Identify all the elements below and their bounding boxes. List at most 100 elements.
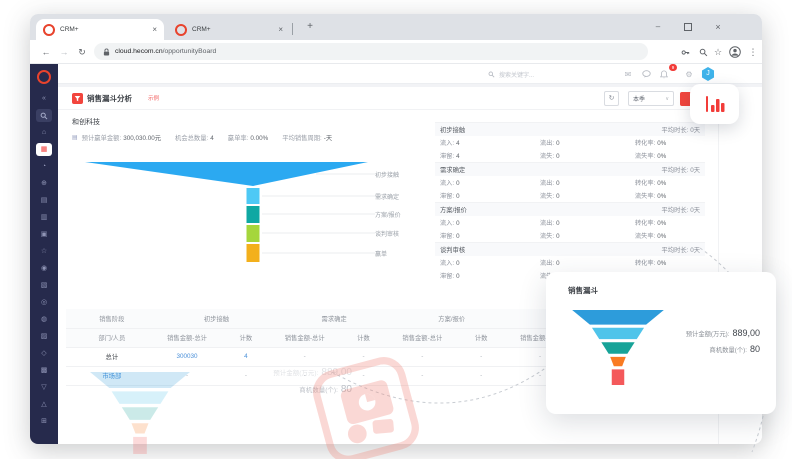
sidebar-item-layers[interactable]: ▨ <box>36 330 52 343</box>
home-icon: ⌂ <box>41 129 47 136</box>
row-name-link[interactable]: 市场部 <box>66 366 158 386</box>
funnel-stage-label: 需求确定 <box>375 195 400 201</box>
period-select[interactable]: 本季 ∨ <box>628 91 674 106</box>
metric-value: 889,00 <box>732 328 760 338</box>
sidebar-item-reports[interactable]: ▣ <box>36 228 52 241</box>
page-title: 销售漏斗分析 <box>87 94 132 103</box>
sidebar-item-calendar[interactable]: ▤ <box>36 194 52 207</box>
sidebar-item-contacts[interactable]: ◍ <box>36 313 52 326</box>
table-corner-bottom: 部门/人员 <box>66 328 158 348</box>
tab-close-icon[interactable]: × <box>152 24 157 34</box>
funnel-report-icon <box>72 93 83 104</box>
list-icon: ▤ <box>72 135 78 141</box>
sidebar-item-analytics[interactable]: ▧ <box>36 279 52 292</box>
password-key-icon[interactable] <box>678 40 692 64</box>
sidebar-item-global[interactable]: ⊕ <box>36 177 52 190</box>
bell-icon[interactable] <box>657 67 671 81</box>
forward-icon[interactable]: → <box>59 47 69 57</box>
new-tab-button[interactable]: + <box>307 21 313 32</box>
gear-icon[interactable]: ⚙ <box>685 69 693 79</box>
stat-flow_out: 流出: 0 <box>540 220 560 227</box>
sidebar-item-add[interactable]: ⊞ <box>36 415 52 428</box>
stat-conversion: 转化率: 0% <box>635 140 667 147</box>
sidebar-item-favorites[interactable]: ☆ <box>36 245 52 258</box>
sidebar-item-opportunity-board[interactable]: ▦ <box>36 143 52 156</box>
cell-empty: - <box>275 366 335 386</box>
sidebar-item-funnel[interactable]: ▽ <box>36 381 52 394</box>
card-metrics: 预计金额(万元): 889,00 商机数量(个): 80 <box>664 324 760 356</box>
table-subheader-amount: 销售金额-总计 <box>275 328 335 348</box>
global-icon: ⊕ <box>41 180 47 187</box>
tab-crm-inactive[interactable]: CRM+ × <box>168 19 290 40</box>
sidebar-item-search[interactable] <box>36 109 52 122</box>
sidebar-item-recent[interactable]: ◔ <box>36 160 52 173</box>
cell-value-link[interactable]: 300030 <box>157 347 217 367</box>
bar-chart-icon <box>705 96 724 112</box>
stat-stranded: 滞留: 0 <box>440 233 460 240</box>
window-close-button[interactable]: × <box>715 22 721 32</box>
stage-stats-row: 流入: 0 流出: 0 转化率: 0% <box>435 216 705 229</box>
sidebar-item-collapse[interactable]: « <box>36 92 52 105</box>
back-icon[interactable]: ← <box>41 47 51 57</box>
sidebar-item-targets[interactable]: ◉ <box>36 262 52 275</box>
sidebar-item-home[interactable]: ⌂ <box>36 126 52 139</box>
reload-icon[interactable]: ↻ <box>78 47 86 57</box>
products-icon: ◇ <box>41 350 47 357</box>
stage-duration: 平均时长: 0天 <box>661 127 701 134</box>
metric-label: 预计金额(万元): <box>685 331 730 338</box>
sidebar-item-records[interactable]: ◎ <box>36 296 52 309</box>
stat-stranded: 滞留: 4 <box>440 153 460 160</box>
stage-stats-row: 滞留: 4 流失: 0 流失率: 0% <box>435 149 705 162</box>
user-avatar[interactable]: J <box>701 67 715 81</box>
refresh-button[interactable]: ↻ <box>604 91 619 106</box>
summary-bar: ▤ 预计赢单金额: 300,030.00元 机会总数量: 4 赢单率: 0.00% 平均销售… <box>72 133 346 142</box>
profile-icon[interactable] <box>728 40 742 64</box>
row-name: 总计 <box>66 347 158 367</box>
documents-icon: ▥ <box>40 214 48 221</box>
stat-lost: 流失:0 <box>540 193 560 200</box>
search-icon <box>488 71 495 77</box>
menu-dots-icon[interactable]: ⋮ <box>748 46 758 57</box>
url-bar[interactable]: cloud.hecom.cn/opportunityBoard <box>94 43 648 60</box>
add-icon: ⊞ <box>41 418 47 425</box>
search-input[interactable]: 搜索关键字... <box>488 68 534 80</box>
crm-favicon-icon <box>175 23 187 36</box>
url-path: /opportunityBoard <box>162 48 217 55</box>
stage-stats-row: 滞留:0 流失:0 流失率:0% <box>435 189 705 202</box>
tab-close-icon[interactable]: × <box>278 24 283 34</box>
sidebar-item-growth[interactable]: △ <box>36 398 52 411</box>
records-icon: ◎ <box>40 299 48 306</box>
stage-name: 方案/报价 <box>440 207 467 214</box>
stat-flow_in: 流入: 0 <box>440 220 460 227</box>
stage-stats-row: 流入: 4 流出: 0 转化率: 0% <box>435 136 705 149</box>
stat-loss_rate: 流失率:0% <box>635 193 667 200</box>
search-icon[interactable] <box>696 40 710 64</box>
cell-empty: - <box>334 366 393 386</box>
divider <box>58 84 762 87</box>
table-stage-group: 初步接触 <box>157 309 276 329</box>
bookmark-star-icon[interactable]: ☆ <box>713 46 723 57</box>
sidebar-item-products[interactable]: ◇ <box>36 347 52 360</box>
inbox-icon[interactable]: ✉ <box>624 69 632 79</box>
title-badge: 示例 <box>148 96 160 102</box>
stat-conversion: 转化率: 0% <box>635 260 667 267</box>
summary-item: 赢单率: 0.00% <box>227 135 269 142</box>
minimize-button[interactable]: – <box>655 22 661 31</box>
search-placeholder: 搜索关键字... <box>499 72 535 79</box>
company-name: 和创科技 <box>72 119 100 126</box>
cell-value-link[interactable]: 4 <box>216 347 276 367</box>
metric-value: 80 <box>749 344 760 354</box>
stage-stats-header: 方案/报价 平均时长: 0天 <box>435 202 705 216</box>
sidebar-item-grid[interactable]: ▩ <box>36 364 52 377</box>
sales-funnel-card: 销售漏斗 预计金额(万元): 889,00 商机数量(个): 80 <box>546 272 776 414</box>
stat-flow_out: 流出: 0 <box>540 140 560 147</box>
cell-empty: - <box>157 366 217 386</box>
sidebar-item-documents[interactable]: ▥ <box>36 211 52 224</box>
chat-icon[interactable] <box>639 67 653 81</box>
collapse-icon: « <box>42 95 46 102</box>
tab-crm-active[interactable]: CRM+ × <box>36 19 164 40</box>
maximize-button[interactable] <box>676 14 700 40</box>
stage-duration: 平均时长: 0天 <box>661 167 701 174</box>
cell-empty: - <box>451 366 511 386</box>
chevron-down-icon: ∨ <box>665 95 669 102</box>
